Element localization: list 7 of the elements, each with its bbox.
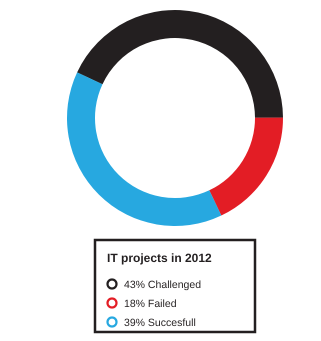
donut-slice [67,72,222,226]
donut-slice [209,118,283,216]
legend-label: 39% Succesfull [124,317,196,329]
legend-label: 18% Failed [124,298,177,310]
legend-title: IT projects in 2012 [107,251,212,265]
legend-label: 43% Challenged [124,279,202,291]
donut-slice [77,10,283,118]
